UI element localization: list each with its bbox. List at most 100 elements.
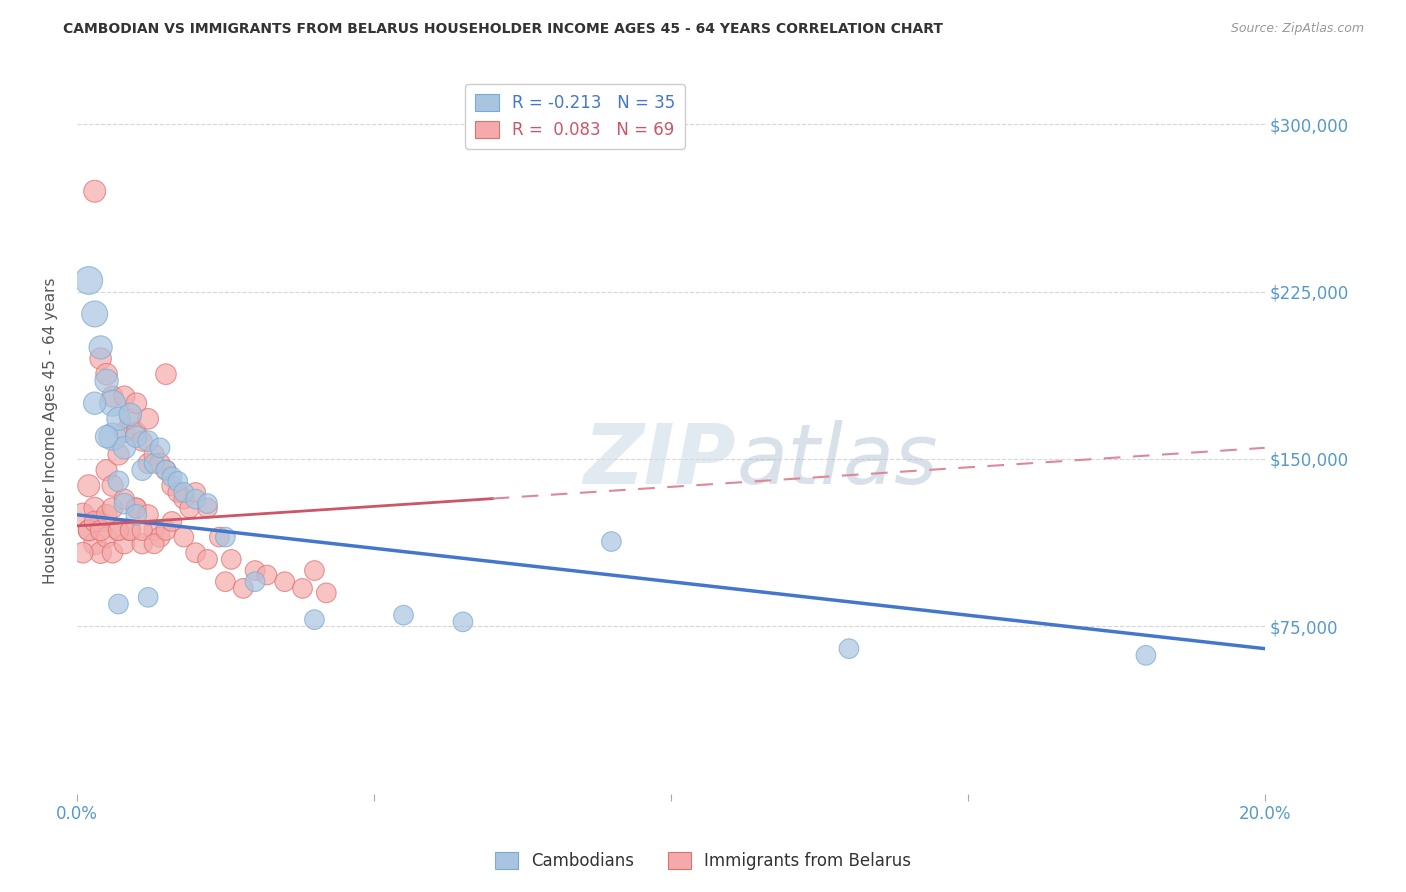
Point (179, 501, 201, 516)
Point (125, 508, 148, 522)
Point (72, 508, 94, 522)
Point (173, 492, 195, 507)
Point (77, 273, 100, 287)
Point (214, 530, 236, 544)
Point (197, 501, 219, 516)
Legend: R = -0.213   N = 35, R =  0.083   N = 69: R = -0.213 N = 35, R = 0.083 N = 69 (465, 84, 685, 149)
Point (107, 448, 129, 462)
Text: ZIP: ZIP (583, 419, 737, 500)
Point (112, 492, 135, 507)
Point (197, 552, 219, 566)
Point (184, 492, 207, 507)
Point (72, 546, 94, 560)
Point (90, 546, 112, 560)
Legend: Cambodians, Immigrants from Belarus: Cambodians, Immigrants from Belarus (488, 845, 918, 877)
Point (125, 396, 148, 410)
Point (838, 641, 860, 656)
Point (304, 564, 326, 578)
Point (143, 448, 166, 462)
Point (83, 307, 105, 321)
Point (77, 524, 100, 538)
Point (184, 546, 207, 560)
Point (112, 497, 135, 511)
Point (136, 412, 159, 426)
Point (83, 515, 105, 529)
Point (214, 574, 236, 589)
Point (173, 530, 195, 544)
Point (101, 479, 124, 493)
Point (83, 396, 105, 410)
Point (96, 368, 118, 382)
Point (90, 340, 112, 354)
Point (77, 524, 100, 538)
Point (96, 508, 118, 522)
Point (112, 441, 135, 455)
Point (136, 591, 159, 605)
Point (136, 508, 159, 522)
Point (112, 537, 135, 551)
Point (83, 501, 105, 516)
Point (83, 184, 105, 198)
Point (101, 546, 124, 560)
Point (107, 475, 129, 489)
Point (125, 425, 148, 440)
Point (107, 597, 129, 611)
Point (221, 552, 243, 566)
Point (160, 479, 183, 493)
Point (90, 515, 112, 529)
Point (77, 479, 100, 493)
Point (125, 501, 148, 516)
Point (392, 608, 415, 623)
Point (315, 586, 337, 600)
Point (131, 434, 153, 449)
Point (120, 412, 142, 426)
Point (125, 430, 148, 444)
Point (83, 537, 105, 551)
Point (208, 530, 231, 544)
Point (90, 351, 112, 366)
Point (243, 564, 266, 578)
Point (125, 501, 148, 516)
Point (166, 485, 188, 500)
Point (155, 463, 177, 477)
Point (160, 470, 183, 484)
Point (304, 613, 326, 627)
Point (173, 485, 195, 500)
Point (291, 582, 314, 596)
Point (131, 537, 153, 551)
Point (155, 463, 177, 477)
Point (143, 524, 166, 538)
Point (120, 408, 142, 422)
Point (149, 441, 172, 455)
Point (166, 475, 188, 489)
Point (101, 430, 124, 444)
Text: Source: ZipAtlas.com: Source: ZipAtlas.com (1230, 22, 1364, 36)
Text: atlas: atlas (737, 419, 938, 500)
Point (160, 515, 183, 529)
Point (101, 396, 124, 410)
Point (143, 457, 166, 471)
Point (101, 390, 124, 404)
Point (184, 485, 207, 500)
Point (96, 374, 118, 388)
Point (96, 430, 118, 444)
Point (120, 524, 142, 538)
Point (120, 524, 142, 538)
Point (243, 574, 266, 589)
Point (155, 524, 177, 538)
Point (232, 582, 254, 596)
Point (136, 457, 159, 471)
Point (107, 524, 129, 538)
Point (143, 537, 166, 551)
Point (256, 568, 278, 582)
Text: CAMBODIAN VS IMMIGRANTS FROM BELARUS HOUSEHOLDER INCOME AGES 45 - 64 YEARS CORRE: CAMBODIAN VS IMMIGRANTS FROM BELARUS HOU… (63, 22, 943, 37)
Point (90, 524, 112, 538)
Point (96, 463, 118, 477)
Point (451, 615, 474, 629)
Point (112, 390, 135, 404)
Point (107, 524, 129, 538)
Point (131, 524, 153, 538)
Point (600, 534, 623, 549)
Point (155, 368, 177, 382)
Point (107, 412, 129, 426)
